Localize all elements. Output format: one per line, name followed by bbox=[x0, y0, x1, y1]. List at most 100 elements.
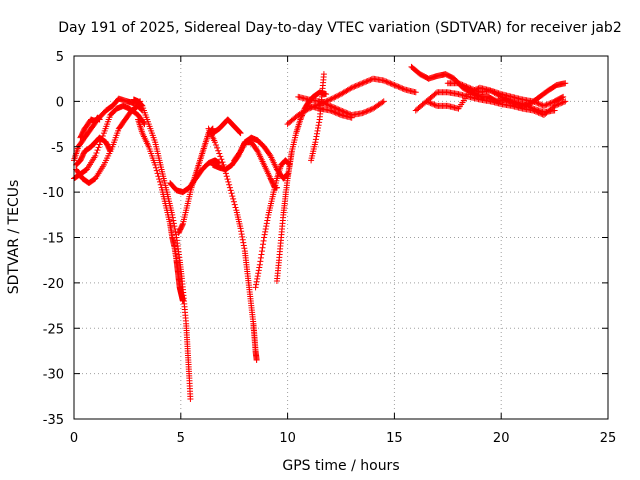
data-point bbox=[315, 122, 322, 129]
data-point bbox=[496, 93, 503, 100]
series-arc15 bbox=[273, 89, 330, 285]
data-point bbox=[228, 190, 235, 197]
x-tick-label: 20 bbox=[493, 431, 510, 446]
y-tick-label: -15 bbox=[43, 232, 64, 247]
data-point bbox=[187, 396, 194, 403]
data-point bbox=[350, 84, 357, 91]
data-point bbox=[396, 84, 403, 91]
data-point bbox=[226, 181, 233, 188]
data-point bbox=[336, 111, 343, 118]
data-point bbox=[528, 105, 535, 112]
data-point bbox=[313, 130, 320, 137]
data-point bbox=[499, 94, 506, 101]
data-point bbox=[227, 187, 234, 194]
data-point bbox=[336, 91, 343, 98]
data-point bbox=[328, 95, 335, 102]
data-point bbox=[380, 77, 387, 84]
data-point bbox=[262, 228, 269, 235]
data-point bbox=[257, 258, 264, 265]
data-point bbox=[230, 195, 237, 202]
data-point bbox=[262, 225, 269, 232]
data-point bbox=[367, 106, 374, 113]
data-point bbox=[256, 261, 263, 268]
data-point bbox=[314, 127, 321, 134]
series-arc5 bbox=[73, 102, 146, 187]
data-point bbox=[253, 278, 260, 285]
data-point bbox=[253, 281, 260, 288]
data-point bbox=[534, 100, 541, 107]
data-point bbox=[218, 156, 225, 163]
data-point bbox=[527, 104, 534, 111]
data-point bbox=[260, 237, 267, 244]
data-point bbox=[152, 164, 159, 171]
data-point bbox=[258, 248, 265, 255]
data-point bbox=[315, 125, 322, 132]
data-point bbox=[526, 103, 533, 110]
data-point bbox=[506, 97, 513, 104]
data-point bbox=[424, 98, 431, 105]
data-point bbox=[348, 114, 355, 121]
data-point bbox=[156, 178, 163, 185]
data-point bbox=[532, 99, 539, 106]
series-arc3 bbox=[71, 95, 144, 164]
data-point bbox=[352, 83, 359, 90]
data-point bbox=[254, 275, 261, 282]
data-point bbox=[355, 81, 362, 88]
data-points bbox=[71, 63, 569, 403]
data-point bbox=[237, 130, 244, 137]
data-point bbox=[502, 95, 509, 102]
data-point bbox=[138, 101, 145, 108]
data-point bbox=[468, 85, 475, 92]
data-point bbox=[170, 220, 177, 227]
series-arc19 bbox=[305, 102, 355, 121]
data-point bbox=[423, 98, 430, 105]
data-point bbox=[432, 102, 439, 109]
data-point bbox=[412, 89, 419, 96]
data-point bbox=[95, 144, 102, 151]
data-point bbox=[258, 251, 265, 258]
data-point bbox=[94, 147, 101, 154]
data-point bbox=[546, 100, 553, 107]
data-point bbox=[456, 80, 463, 87]
data-point bbox=[237, 225, 244, 232]
data-point bbox=[152, 161, 159, 168]
data-point bbox=[320, 100, 327, 107]
data-point bbox=[398, 84, 405, 91]
data-point bbox=[519, 101, 526, 108]
data-point bbox=[255, 267, 262, 274]
data-point bbox=[431, 101, 438, 108]
data-point bbox=[238, 228, 245, 235]
data-point bbox=[540, 102, 547, 109]
y-tick-label: -20 bbox=[43, 277, 64, 292]
data-point bbox=[332, 93, 339, 100]
data-point bbox=[363, 78, 370, 85]
data-point bbox=[399, 85, 406, 92]
data-point bbox=[562, 80, 569, 87]
data-point bbox=[363, 108, 370, 115]
data-point bbox=[240, 239, 247, 246]
data-point bbox=[366, 77, 373, 84]
data-point bbox=[253, 357, 260, 364]
series-arc4 bbox=[77, 114, 103, 141]
data-point bbox=[391, 82, 398, 89]
data-point bbox=[157, 181, 164, 188]
data-point bbox=[313, 133, 320, 140]
series-arc11 bbox=[209, 116, 244, 137]
data-point bbox=[179, 222, 186, 229]
data-point bbox=[503, 96, 510, 103]
data-point bbox=[560, 98, 567, 105]
data-point bbox=[239, 233, 246, 240]
data-point bbox=[255, 270, 262, 277]
data-point bbox=[471, 87, 478, 94]
series-arc2 bbox=[73, 134, 114, 168]
data-point bbox=[261, 234, 268, 241]
data-point bbox=[240, 242, 247, 249]
data-point bbox=[498, 93, 505, 100]
data-point bbox=[223, 173, 230, 180]
data-point bbox=[316, 119, 323, 126]
data-point bbox=[383, 78, 390, 85]
data-point bbox=[224, 176, 231, 183]
data-point bbox=[535, 100, 542, 107]
data-point bbox=[138, 102, 145, 109]
